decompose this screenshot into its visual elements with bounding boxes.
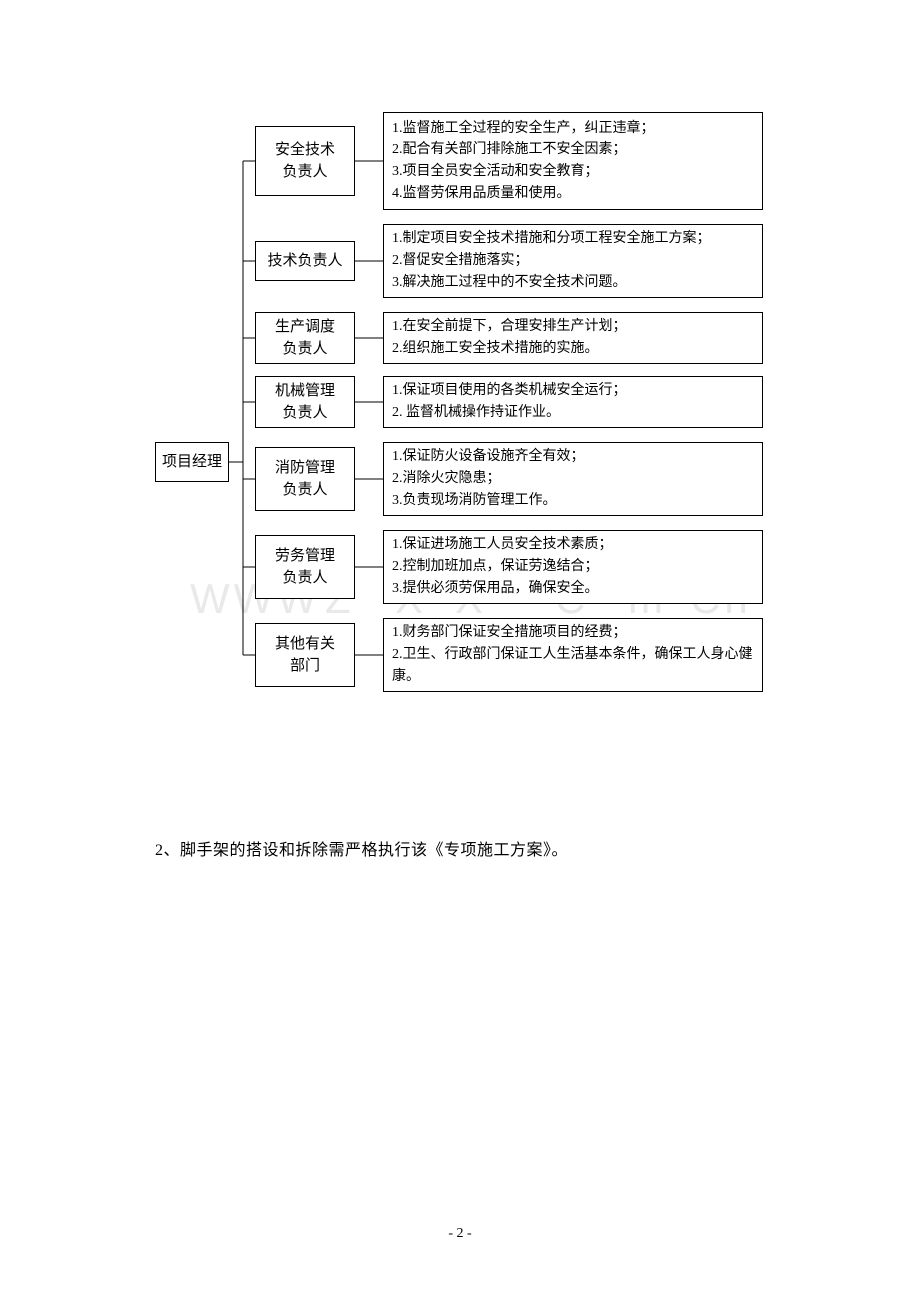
org-role-label: 安全技术 负责人 — [275, 139, 335, 184]
org-desc-text: 1.在安全前提下，合理安排生产计划； 2.组织施工安全技术措施的实施。 — [392, 316, 627, 359]
org-role-label: 生产调度 负责人 — [275, 316, 335, 361]
org-role-label: 消防管理 负责人 — [275, 457, 335, 502]
org-role-box: 安全技术 负责人 — [255, 126, 355, 196]
org-desc-text: 1.制定项目安全技术措施和分项工程安全施工方案； 2.督促安全措施落实； 3.解… — [392, 228, 711, 293]
org-desc-text: 1.保证防火设备设施齐全有效； 2.消除火灾隐患； 3.负责现场消防管理工作。 — [392, 446, 585, 511]
org-desc-box: 1.保证防火设备设施齐全有效； 2.消除火灾隐患； 3.负责现场消防管理工作。 — [383, 442, 763, 516]
org-root-box: 项目经理 — [155, 442, 229, 482]
org-role-box: 劳务管理 负责人 — [255, 535, 355, 599]
org-role-label: 劳务管理 负责人 — [275, 545, 335, 590]
org-desc-box: 1.财务部门保证安全措施项目的经费； 2.卫生、行政部门保证工人生活基本条件，确… — [383, 618, 763, 692]
org-desc-box: 1.保证进场施工人员安全技术素质； 2.控制加班加点，保证劳逸结合； 3.提供必… — [383, 530, 763, 604]
org-role-box: 生产调度 负责人 — [255, 312, 355, 364]
org-desc-box: 1.监督施工全过程的安全生产，纠正违章； 2.配合有关部门排除施工不安全因素； … — [383, 112, 763, 210]
page-number: - 2 - — [0, 1226, 920, 1242]
org-role-box: 机械管理 负责人 — [255, 376, 355, 428]
org-desc-box: 1.制定项目安全技术措施和分项工程安全施工方案； 2.督促安全措施落实； 3.解… — [383, 224, 763, 298]
org-desc-box: 1.在安全前提下，合理安排生产计划； 2.组织施工安全技术措施的实施。 — [383, 312, 763, 364]
org-role-box: 其他有关 部门 — [255, 623, 355, 687]
org-desc-text: 1.保证项目使用的各类机械安全运行； 2. 监督机械操作持证作业。 — [392, 380, 627, 423]
org-desc-text: 1.保证进场施工人员安全技术素质； 2.控制加班加点，保证劳逸结合； 3.提供必… — [392, 534, 613, 599]
org-role-box: 技术负责人 — [255, 241, 355, 281]
org-desc-box: 1.保证项目使用的各类机械安全运行； 2. 监督机械操作持证作业。 — [383, 376, 763, 428]
body-paragraph: 2、脚手架的搭设和拆除需严格执行该《专项施工方案》。 — [155, 836, 568, 860]
org-desc-text: 1.监督施工全过程的安全生产，纠正违章； 2.配合有关部门排除施工不安全因素； … — [392, 118, 655, 205]
org-role-label: 技术负责人 — [267, 250, 342, 273]
org-desc-text: 1.财务部门保证安全措施项目的经费； 2.卫生、行政部门保证工人生活基本条件，确… — [392, 622, 754, 687]
org-chart: 项目经理 安全技术 负责人 1.监督施工全过程的安全生产，纠正违章； 2.配合有… — [155, 112, 775, 772]
page: WWW Z X X C m Cn 项目经理 — [0, 0, 920, 1302]
org-root-label: 项目经理 — [162, 451, 222, 474]
org-role-box: 消防管理 负责人 — [255, 447, 355, 511]
org-role-label: 机械管理 负责人 — [275, 380, 335, 425]
org-role-label: 其他有关 部门 — [275, 633, 335, 678]
